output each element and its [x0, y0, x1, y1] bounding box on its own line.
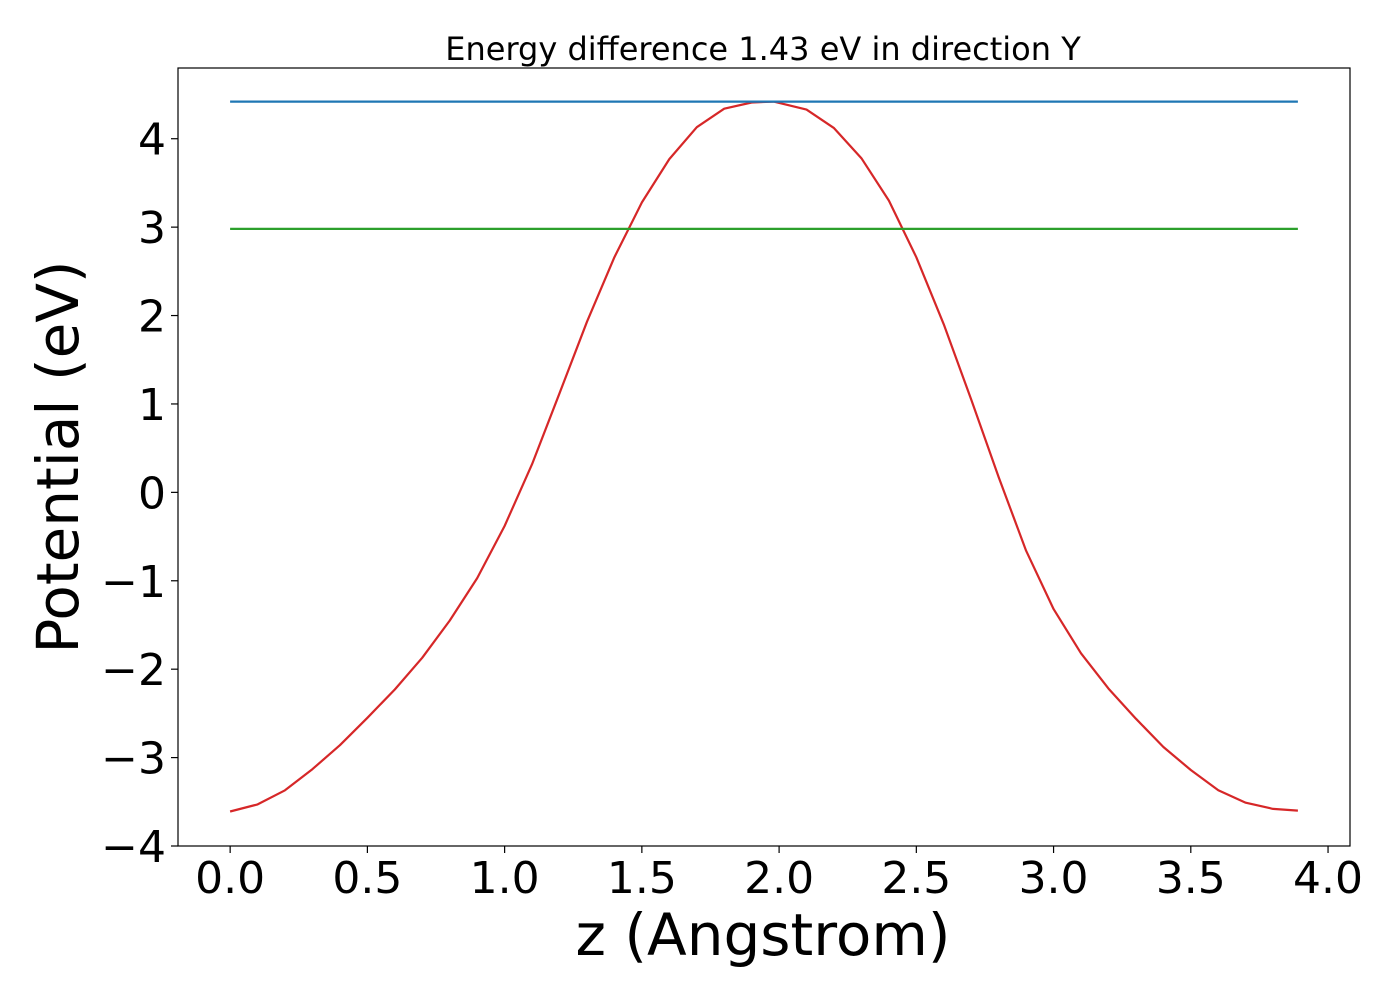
- x-tick-label: 0.5: [332, 853, 402, 904]
- series-layer: [229, 100, 1298, 813]
- y-axis-label: Potential (eV): [24, 260, 92, 653]
- x-tick-label: 0.0: [195, 853, 265, 904]
- y-axis: −4 −3 −2 −1 0 1 2 3 4: [101, 115, 178, 873]
- x-tick-label: 2.0: [744, 853, 814, 904]
- y-tick-label: 3: [138, 203, 166, 254]
- y-tick-label: −3: [101, 734, 166, 785]
- x-axis: 0.0 0.5 1.0 1.5 2.0 2.5 3.0 3.5 4.0: [195, 846, 1363, 904]
- x-tick-label: 4.0: [1293, 853, 1363, 904]
- x-tick-label: 1.5: [607, 853, 677, 904]
- y-tick-label: 2: [138, 292, 166, 343]
- x-tick-label: 1.0: [470, 853, 540, 904]
- series-line-0: [229, 100, 1298, 813]
- chart-title: Energy difference 1.43 eV in direction Y: [445, 30, 1081, 68]
- y-tick-label: −1: [101, 557, 166, 608]
- y-tick-label: −4: [101, 822, 166, 873]
- y-tick-label: 1: [138, 380, 166, 431]
- y-tick-label: 4: [138, 115, 166, 166]
- y-tick-label: −2: [101, 645, 166, 696]
- plot-frame: [177, 67, 1351, 847]
- y-tick-label: 0: [138, 468, 166, 519]
- x-tick-label: 3.0: [1019, 853, 1089, 904]
- x-axis-label: z (Angstrom): [576, 901, 951, 969]
- x-tick-label: 3.5: [1156, 853, 1226, 904]
- x-tick-label: 2.5: [881, 853, 951, 904]
